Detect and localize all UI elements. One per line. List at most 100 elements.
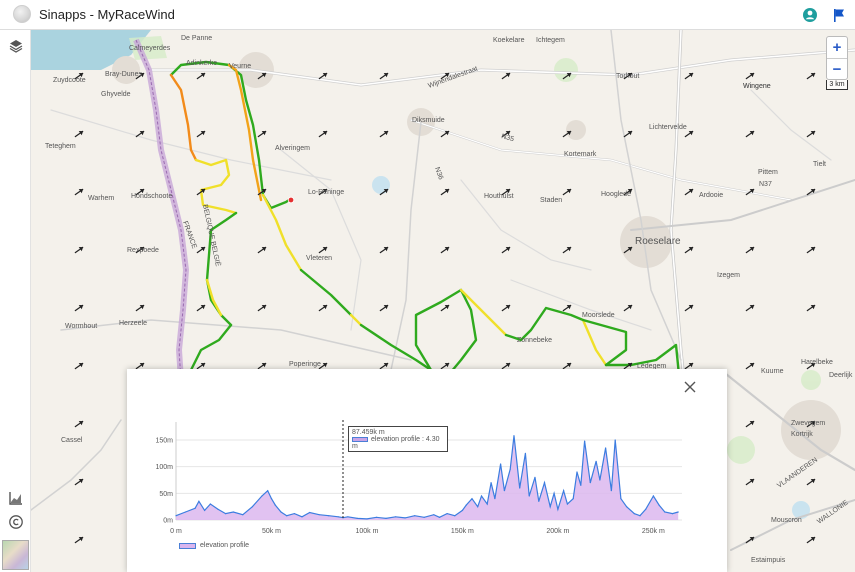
chart-icon[interactable] — [8, 490, 24, 506]
place-label: Vleteren — [306, 255, 332, 262]
place-label: Ledegem — [637, 363, 666, 370]
wind-arrow-icon — [257, 130, 267, 138]
elevation-chart[interactable]: 0m 50m 100m 150m 0 m 50k m 100k m 150k m 200k m 2… — [127, 369, 727, 572]
account-icon[interactable] — [802, 7, 818, 23]
wind-arrow-icon — [806, 130, 816, 138]
elevation-point — [494, 498, 496, 500]
layers-icon[interactable] — [8, 38, 24, 54]
wind-arrow-icon — [806, 536, 816, 544]
elevation-point — [534, 476, 536, 478]
flag-icon[interactable] — [831, 7, 847, 23]
place-label: Staden — [540, 197, 562, 204]
wind-arrow-icon — [501, 72, 511, 80]
chart-legend[interactable]: elevation profile — [179, 542, 249, 549]
elevation-point — [433, 514, 435, 516]
y-tick-label: 0m — [163, 518, 173, 525]
wind-arrow-icon — [196, 130, 206, 138]
place-label: Tielt — [813, 161, 826, 168]
x-tick-label: 100k m — [355, 528, 378, 535]
elevation-point — [513, 435, 515, 437]
wind-arrow-icon — [745, 420, 755, 428]
elevation-point — [490, 482, 492, 484]
wind-arrow-icon — [257, 362, 267, 370]
copyright-icon[interactable] — [8, 514, 24, 530]
elevation-point — [461, 509, 464, 511]
elevation-point — [589, 482, 591, 484]
wind-arrow-icon — [501, 362, 511, 370]
wind-arrow-icon — [74, 362, 84, 370]
elevation-point — [599, 479, 601, 481]
x-tick-label: 150k m — [451, 528, 474, 535]
basemap-thumbnail[interactable] — [2, 540, 29, 570]
wind-arrow-icon — [501, 130, 511, 138]
wind-arrow-icon — [318, 188, 328, 196]
place-label: Wormhout — [65, 323, 97, 330]
place-label: Harelbeke — [801, 359, 833, 366]
wind-arrow-icon — [196, 304, 206, 312]
elevation-point — [375, 516, 378, 518]
elevation-point — [652, 495, 654, 497]
elevation-point — [204, 509, 206, 511]
wind-arrow-icon — [318, 130, 328, 138]
elevation-point — [217, 508, 219, 510]
zoom-out-button[interactable]: − — [827, 58, 847, 79]
elevation-point — [626, 506, 628, 508]
place-label: Kortemark — [564, 151, 597, 158]
wind-arrow-icon — [623, 362, 633, 370]
wind-arrow-icon — [806, 478, 816, 486]
route-track — [169, 60, 681, 377]
wind-arrow-icon — [745, 72, 755, 80]
wind-arrow-icon — [684, 246, 694, 254]
wind-arrow-icon — [806, 72, 816, 80]
elevation-point — [175, 515, 177, 517]
elevation-point — [610, 490, 612, 492]
elevation-point — [318, 514, 320, 516]
elevation-point — [528, 495, 530, 497]
wind-arrow-icon — [562, 362, 572, 370]
wind-arrow-icon — [745, 304, 755, 312]
elevation-point — [580, 484, 582, 486]
elevation-point — [184, 511, 187, 513]
wind-arrow-icon — [318, 304, 328, 312]
wind-arrow-icon — [562, 72, 572, 80]
app-title: Sinapps - MyRaceWind — [39, 7, 175, 22]
place-label: Poperinge — [289, 361, 321, 368]
wind-arrow-icon — [623, 304, 633, 312]
elevation-point — [645, 508, 647, 510]
place-label: Rexpoede — [127, 247, 159, 254]
wind-arrow-icon — [562, 304, 572, 312]
place-label: Cassel — [61, 437, 83, 444]
wind-arrow-icon — [318, 362, 328, 370]
elevation-point — [595, 460, 597, 462]
wind-arrow-icon — [806, 362, 816, 370]
wind-arrow-icon — [74, 246, 84, 254]
elevation-point — [385, 517, 387, 519]
wind-arrow-icon — [440, 130, 450, 138]
wind-arrow-icon — [623, 246, 633, 254]
x-tick-label: 50k m — [262, 528, 281, 535]
place-label: Teteghem — [45, 143, 76, 150]
x-tick-label: 200k m — [546, 528, 569, 535]
wind-arrow-icon — [745, 478, 755, 486]
place-label: Ichtegem — [536, 37, 565, 44]
place-label: Moorslede — [582, 312, 615, 319]
zoom-in-button[interactable]: + — [832, 39, 842, 56]
place-label: N37 — [759, 181, 772, 188]
elevation-point — [503, 490, 506, 492]
elevation-point — [572, 498, 574, 500]
elevation-point — [576, 471, 578, 473]
chart-tooltip: 87.459k m elevation profile : 4.30 m — [348, 426, 448, 452]
place-label: Wingene — [743, 83, 771, 90]
close-icon[interactable] — [683, 380, 697, 394]
wind-arrow-icon — [135, 362, 145, 370]
wind-arrow-icon — [257, 304, 267, 312]
elevation-point — [309, 511, 311, 514]
place-label: Torhout — [616, 73, 639, 80]
elevation-point — [557, 508, 559, 510]
place-label: Houthulst — [484, 193, 514, 200]
wind-arrow-icon — [196, 362, 206, 370]
elevation-point — [198, 500, 200, 502]
wind-arrow-icon — [196, 188, 206, 196]
scale-bar: 3 km — [826, 80, 848, 90]
